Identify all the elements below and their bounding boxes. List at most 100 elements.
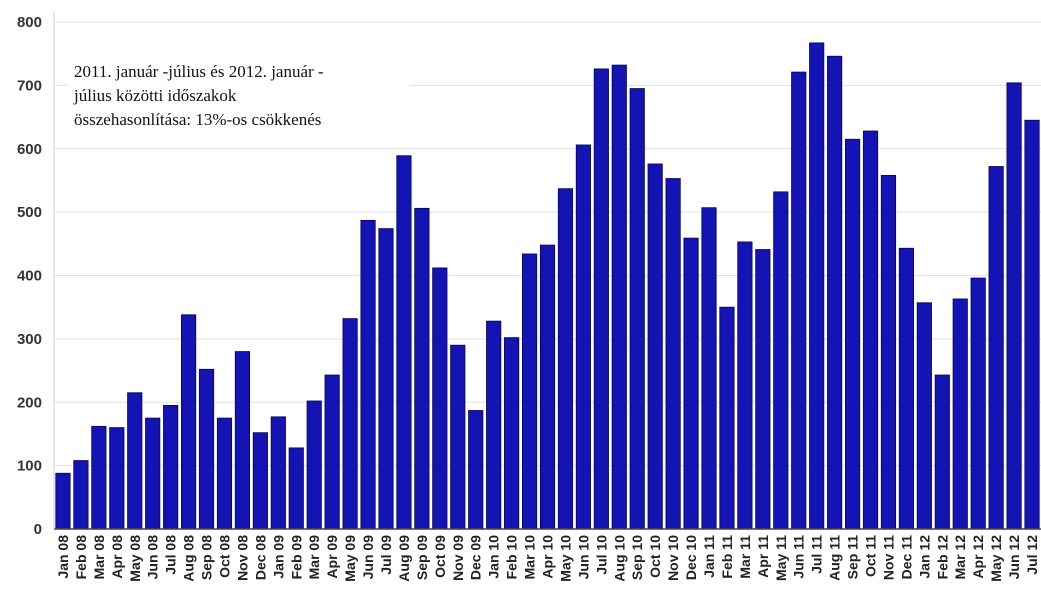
x-tick-label: Feb 09 — [288, 535, 304, 580]
x-tick-label: Jan 11 — [701, 535, 717, 578]
annotation-line-3: összehasonlítása: 13%-os csökkenés — [74, 110, 322, 129]
x-tick-label: Aug 11 — [827, 535, 843, 581]
y-tick-label: 800 — [17, 14, 42, 31]
x-tick-label: Oct 10 — [647, 535, 663, 578]
axes — [53, 12, 1041, 530]
x-tick-label: Jun 08 — [145, 535, 161, 580]
bar — [109, 427, 125, 530]
bar — [791, 71, 807, 530]
bar — [809, 42, 825, 530]
x-tick-label: Apr 12 — [970, 535, 986, 579]
x-tick-label: Apr 11 — [755, 535, 771, 578]
bar — [306, 400, 322, 530]
x-tick-label: Dec 10 — [683, 535, 699, 580]
annotation-line-2: július közötti időszakok — [74, 86, 237, 105]
bar — [450, 344, 466, 530]
bar — [145, 417, 161, 530]
bar — [898, 247, 914, 530]
bar — [755, 249, 771, 530]
bar — [91, 425, 107, 530]
bar — [396, 155, 412, 530]
x-tick-label: Sep 09 — [414, 535, 430, 580]
bar — [163, 405, 179, 530]
bar — [414, 207, 430, 530]
bar — [773, 191, 789, 530]
bar — [827, 55, 843, 530]
x-tick-label: Oct 09 — [432, 535, 448, 578]
bar — [737, 241, 753, 530]
x-tick-label: Dec 09 — [468, 535, 484, 580]
x-tick-label: Dec 11 — [898, 535, 914, 580]
bar — [952, 298, 968, 530]
bar — [1024, 119, 1040, 530]
bar — [557, 188, 574, 530]
x-tick-label: May 08 — [127, 535, 143, 582]
bar — [342, 318, 358, 530]
x-tick-label: Sep 08 — [199, 535, 215, 580]
bar — [934, 374, 950, 530]
x-tick-labels: Jan 08 Feb 08 Mar 08 Apr 08 May 08 Jun 08 Jul … — [55, 535, 1040, 582]
x-tick-label: Feb 12 — [934, 535, 950, 580]
bar — [683, 237, 699, 530]
x-tick-label: Mar 10 — [522, 535, 538, 580]
x-tick-label: Sep 10 — [629, 535, 645, 580]
bar — [701, 207, 717, 530]
x-tick-label: Jul 09 — [378, 535, 394, 575]
bar — [432, 267, 448, 530]
x-tick-label: Aug 08 — [181, 535, 197, 582]
y-tick-label: 700 — [17, 77, 42, 94]
bar — [252, 432, 268, 530]
x-tick-label: Nov 09 — [450, 535, 466, 581]
bar — [593, 68, 609, 530]
bar — [844, 138, 861, 530]
x-tick-label: Mar 08 — [91, 535, 107, 580]
x-tick-label: May 09 — [342, 535, 358, 582]
chart-annotation: 2011. január -július és 2012. január - j… — [68, 58, 410, 134]
bar — [324, 374, 340, 530]
x-tick-label: Apr 10 — [540, 535, 556, 579]
x-tick-label: Jan 08 — [55, 535, 71, 579]
bar — [468, 410, 484, 530]
x-tick-label: Jul 08 — [163, 535, 179, 575]
y-tick-label: 100 — [17, 458, 42, 475]
x-tick-label: Oct 08 — [216, 535, 232, 578]
bar — [234, 351, 251, 530]
x-tick-label: Jan 10 — [486, 535, 502, 579]
bar — [181, 314, 197, 530]
x-tick-label: Aug 10 — [611, 535, 627, 582]
annotation-line-1: 2011. január -július és 2012. január - — [74, 62, 324, 81]
x-tick-label: Apr 09 — [324, 535, 340, 579]
bar — [486, 320, 502, 530]
x-tick-label: Jun 09 — [360, 535, 376, 580]
bar — [970, 277, 986, 530]
bar — [611, 64, 627, 530]
x-tick-label: Oct 11 — [863, 535, 879, 577]
bar — [360, 219, 376, 530]
bar — [988, 166, 1004, 530]
x-tick-label: Mar 09 — [306, 535, 322, 580]
bar — [665, 178, 681, 530]
bar — [575, 144, 591, 530]
y-tick-label: 500 — [17, 204, 42, 221]
bar — [288, 447, 304, 530]
y-tick-label: 300 — [17, 331, 42, 348]
x-tick-label: May 12 — [988, 535, 1004, 582]
x-tick-label: Apr 08 — [109, 535, 125, 579]
x-tick-label: Jun 12 — [1006, 535, 1022, 580]
x-tick-label: Feb 10 — [504, 535, 520, 580]
bar — [629, 88, 645, 530]
bar — [916, 302, 932, 530]
bars — [55, 42, 1040, 530]
bar — [1006, 82, 1022, 530]
x-tick-label: May 10 — [557, 535, 573, 582]
x-tick-label: Nov 08 — [234, 535, 250, 581]
x-tick-label: Dec 08 — [252, 535, 268, 580]
bar — [880, 174, 897, 530]
bar — [378, 228, 394, 530]
bar — [504, 337, 520, 530]
x-tick-label: Feb 11 — [719, 535, 735, 579]
x-tick-label: Jul 10 — [593, 535, 609, 575]
bar — [127, 392, 143, 530]
x-tick-label: Jan 12 — [916, 535, 932, 579]
